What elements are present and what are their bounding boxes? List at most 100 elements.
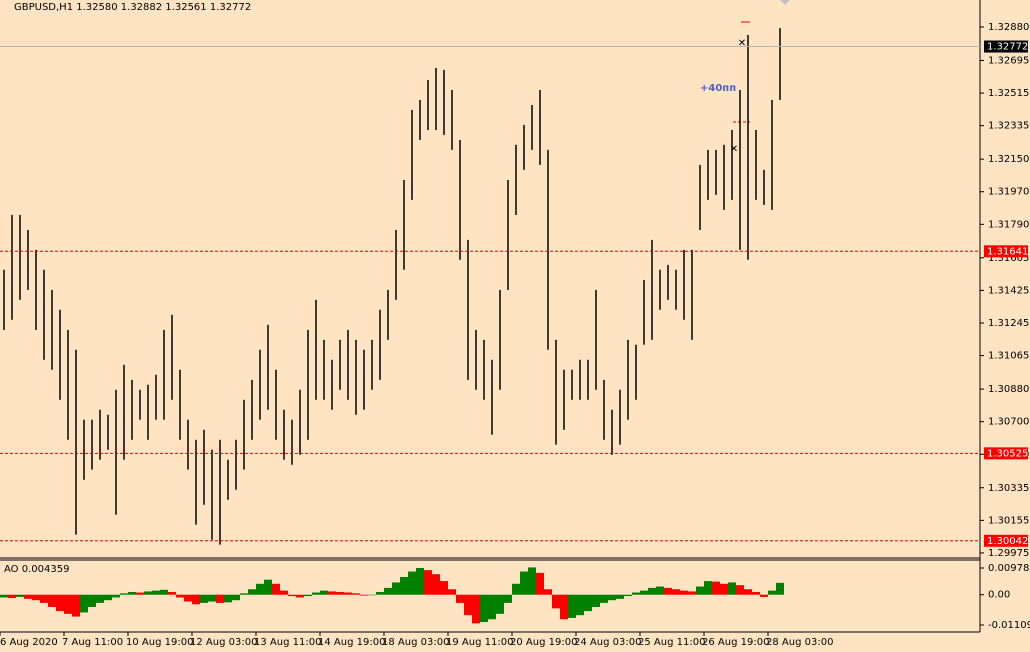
ao-bar (672, 589, 680, 595)
ao-bar (384, 587, 392, 595)
ao-bar (528, 567, 536, 595)
ao-bar (336, 591, 344, 595)
ao-bar (584, 594, 592, 612)
y-tick-label: 1.32150 (988, 154, 1029, 165)
ao-bar (296, 594, 304, 598)
ao-bar (680, 590, 688, 595)
y-tick-label: 1.30155 (988, 515, 1029, 526)
ao-bar (696, 586, 704, 595)
y-tick-label: 1.32515 (988, 88, 1029, 99)
ao-bar (496, 594, 504, 614)
price-label: 1.30525 (987, 448, 1028, 459)
y-tick-label: -0.011095 (988, 620, 1030, 631)
ao-bar (776, 582, 784, 595)
ao-bar (256, 583, 264, 595)
ao-bar (352, 593, 360, 595)
ao-bar (88, 594, 96, 607)
trade-marker: ✕ (730, 144, 738, 155)
ao-bar (472, 594, 480, 624)
x-tick-label: 28 Aug 03:00 (766, 637, 833, 648)
ao-bar (560, 594, 568, 620)
ao-bar (344, 592, 352, 595)
ao-bar (368, 594, 376, 596)
price-label: 1.31641 (987, 246, 1028, 257)
ao-bar (712, 581, 720, 595)
ao-bar (424, 570, 432, 595)
ao-bar (48, 594, 56, 607)
y-tick-label: 1.30880 (988, 384, 1029, 395)
ao-bar (64, 594, 72, 614)
ao-bar (688, 591, 696, 595)
ao-bar (416, 567, 424, 595)
ao-bar (656, 586, 664, 595)
ao-bar (728, 582, 736, 595)
ao-bar (568, 594, 576, 618)
ao-bar (56, 594, 64, 612)
ao-bar (8, 594, 16, 598)
ao-bar (72, 594, 80, 617)
y-tick-label: 1.32880 (988, 22, 1029, 33)
y-tick-label: 1.30335 (988, 483, 1029, 494)
y-tick-label: 1.32695 (988, 55, 1029, 66)
ao-bar (160, 589, 168, 595)
shift-marker (780, 0, 790, 5)
ao-bar (536, 572, 544, 595)
y-tick-label: 1.31425 (988, 285, 1029, 296)
ao-bar (488, 594, 496, 620)
ao-bar (600, 594, 608, 603)
x-tick-label: 10 Aug 19:00 (126, 637, 193, 648)
ao-bar (232, 594, 240, 601)
ao-bar (144, 591, 152, 595)
x-tick-label: 6 Aug 2020 (0, 637, 58, 648)
y-tick-label: 1.31245 (988, 318, 1029, 329)
ao-bar (16, 594, 24, 597)
y-tick-label: 1.29975 (988, 548, 1029, 559)
chart-title: GBPUSD,H1 1.32580 1.32882 1.32561 1.3277… (14, 2, 251, 13)
ao-bar (624, 594, 632, 597)
ao-bar (32, 594, 40, 601)
ao-bar (576, 594, 584, 616)
ao-bar (328, 591, 336, 595)
x-tick-label: 18 Aug 03:00 (382, 637, 449, 648)
y-tick-label: 0.00 (988, 590, 1010, 601)
trade-marker: ✕ (738, 38, 746, 49)
annotation: +40пп (700, 83, 736, 94)
y-tick-label: 0.009786 (988, 563, 1030, 574)
ao-bar (520, 571, 528, 595)
ao-bar (96, 594, 104, 603)
trade-markers: ✕ ✕ (730, 0, 790, 155)
ao-bar (504, 594, 512, 603)
ao-bar (464, 594, 472, 616)
x-tick-label: 14 Aug 19:00 (318, 637, 385, 648)
ao-bar (216, 594, 224, 603)
ao-bar (608, 594, 616, 601)
ao-bar (184, 594, 192, 602)
x-tick-label: 19 Aug 11:00 (446, 637, 513, 648)
y-tick-label: 1.30700 (988, 417, 1029, 428)
ao-bar (544, 589, 552, 595)
ao-bar (80, 594, 88, 613)
ao-bar (40, 594, 48, 603)
y-tick-label: 1.32335 (988, 121, 1029, 132)
x-tick-label: 26 Aug 19:00 (702, 637, 769, 648)
x-tick-label: 24 Aug 03:00 (574, 637, 641, 648)
price-label: 1.32772 (987, 42, 1028, 53)
x-tick-label: 25 Aug 11:00 (638, 637, 705, 648)
ao-bar (168, 591, 176, 595)
ao-bar (480, 594, 488, 623)
ao-bar (240, 593, 248, 595)
ao-bar (408, 571, 416, 595)
ao-bar (648, 587, 656, 595)
y-tick-label: 1.31790 (988, 219, 1029, 230)
ao-bar (176, 594, 184, 598)
price-label-box (984, 245, 1028, 258)
ao-bar (704, 581, 712, 595)
ao-bar (552, 594, 560, 609)
ao-bar (208, 594, 216, 602)
ao-bar (440, 581, 448, 595)
ao-bar (720, 583, 728, 595)
ao-bar (272, 583, 280, 595)
x-tick-label: 12 Aug 03:00 (190, 637, 257, 648)
